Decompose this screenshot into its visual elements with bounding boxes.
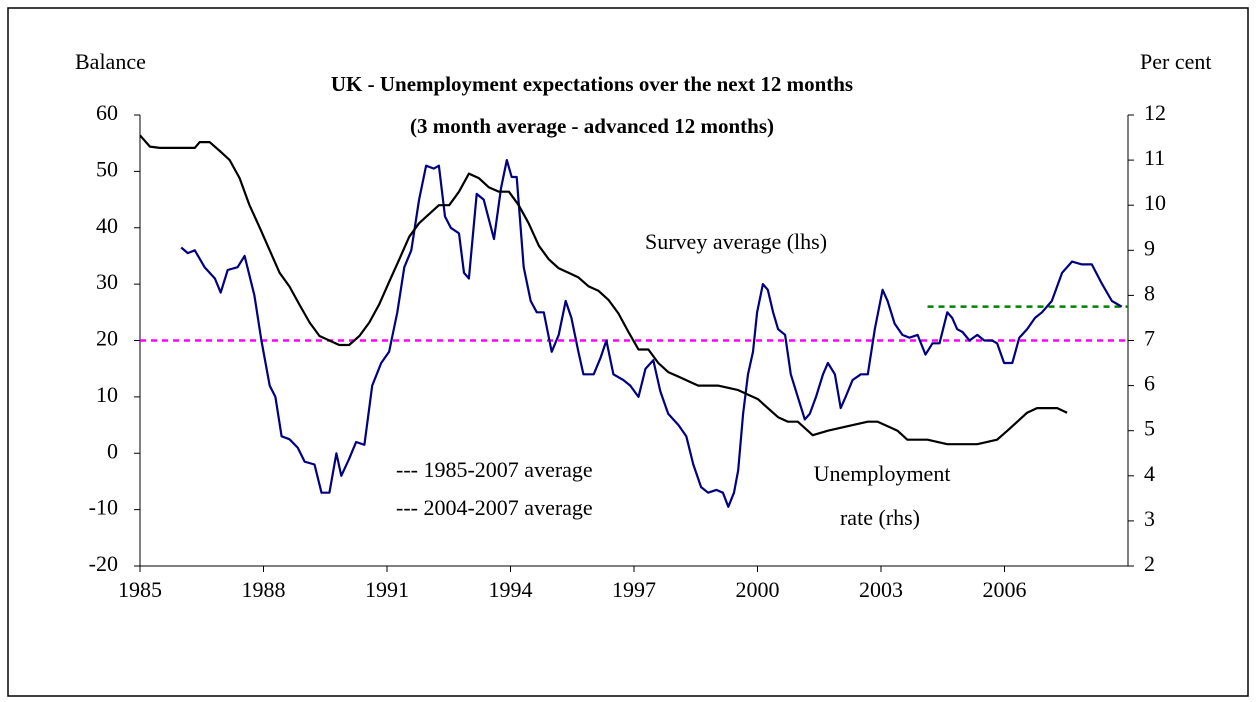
x-tick-label: 1985 <box>118 577 162 602</box>
y2-tick-label: 2 <box>1144 551 1155 576</box>
x-tick-label: 1988 <box>242 577 286 602</box>
series-line <box>180 159 1123 508</box>
y-tick-label: -20 <box>89 551 118 576</box>
chart-title: UK - Unemployment expectations over the … <box>331 72 853 96</box>
y2-tick-label: 10 <box>1144 190 1166 215</box>
y-tick-label: 30 <box>96 269 118 294</box>
chart-subtitle: (3 month average - advanced 12 months) <box>410 114 774 138</box>
x-tick-label: 1997 <box>612 577 656 602</box>
series-label: Survey average (lhs) <box>645 229 827 254</box>
frame <box>7 7 1249 697</box>
y2-tick-label: 11 <box>1144 145 1165 170</box>
y-tick-label: 60 <box>96 100 118 125</box>
y2-axis-label: Per cent <box>1140 49 1211 74</box>
y-tick-label: 40 <box>96 213 118 238</box>
y-tick-label: 10 <box>96 382 118 407</box>
reference-label: --- 2004-2007 average <box>396 495 593 520</box>
x-tick-label: 2000 <box>736 577 780 602</box>
series-label: rate (rhs) <box>840 505 920 530</box>
y2-tick-label: 6 <box>1144 371 1155 396</box>
y-axis-label: Balance <box>75 49 146 74</box>
series-label: Unemployment <box>814 461 951 486</box>
x-tick-label: 1994 <box>489 577 533 602</box>
series-line <box>139 134 1068 446</box>
y-tick-label: 20 <box>96 326 118 351</box>
y2-tick-label: 9 <box>1144 235 1155 260</box>
y2-tick-label: 3 <box>1144 506 1155 531</box>
y2-tick-label: 8 <box>1144 280 1155 305</box>
y-tick-label: 50 <box>96 156 118 181</box>
y2-tick-label: 4 <box>1144 461 1155 486</box>
x-tick-label: 1991 <box>365 577 409 602</box>
x-tick-label: 2006 <box>983 577 1027 602</box>
y-tick-label: -10 <box>89 495 118 520</box>
y2-tick-label: 7 <box>1144 326 1155 351</box>
y2-tick-label: 12 <box>1144 100 1166 125</box>
y-tick-label: 0 <box>107 438 118 463</box>
reference-label: --- 1985-2007 average <box>396 457 593 482</box>
x-tick-label: 2003 <box>859 577 903 602</box>
y2-tick-label: 5 <box>1144 416 1155 441</box>
